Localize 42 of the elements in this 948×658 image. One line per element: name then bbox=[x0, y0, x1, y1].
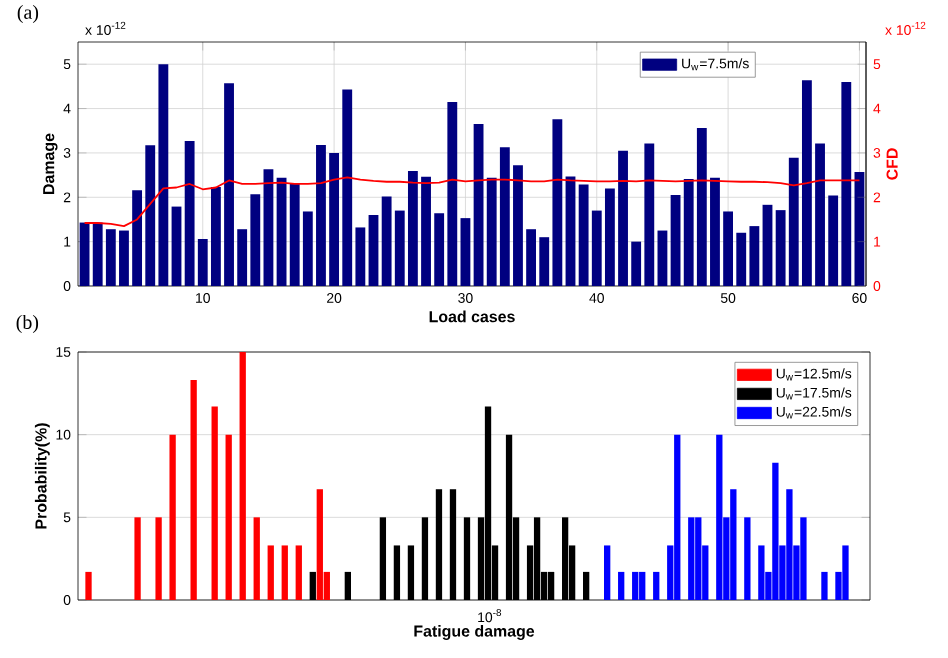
chart-title: (b) bbox=[16, 314, 39, 334]
bar bbox=[762, 204, 773, 286]
bar bbox=[239, 352, 246, 600]
bar bbox=[657, 230, 668, 286]
bar bbox=[211, 406, 218, 600]
bar bbox=[670, 195, 681, 286]
bar bbox=[190, 380, 197, 600]
chart-title: (a) bbox=[17, 4, 39, 24]
bar bbox=[473, 124, 484, 286]
bar bbox=[225, 434, 232, 600]
bar bbox=[368, 215, 379, 286]
bar bbox=[786, 489, 793, 600]
bar bbox=[169, 434, 176, 600]
bar bbox=[800, 517, 807, 600]
bar bbox=[604, 545, 611, 600]
bar bbox=[639, 571, 646, 600]
bar bbox=[730, 489, 737, 600]
bar bbox=[155, 517, 162, 600]
bar bbox=[716, 434, 723, 600]
bar bbox=[267, 545, 274, 600]
bar bbox=[842, 545, 849, 600]
bar bbox=[772, 462, 779, 600]
bar bbox=[134, 517, 141, 600]
bar bbox=[632, 571, 639, 600]
bar bbox=[821, 571, 828, 600]
bar bbox=[695, 517, 702, 600]
bar bbox=[674, 434, 681, 600]
bar bbox=[460, 218, 471, 286]
bar bbox=[618, 571, 625, 600]
bar bbox=[316, 489, 323, 600]
bar bbox=[653, 571, 660, 600]
bar bbox=[688, 517, 695, 600]
bar bbox=[281, 545, 288, 600]
bar bbox=[79, 222, 90, 286]
bar bbox=[85, 571, 92, 600]
bar bbox=[744, 517, 751, 600]
bar bbox=[295, 545, 302, 600]
bar bbox=[263, 169, 274, 286]
bar bbox=[253, 517, 260, 600]
bar bbox=[171, 206, 182, 286]
bar bbox=[758, 545, 765, 600]
bar bbox=[565, 176, 576, 286]
